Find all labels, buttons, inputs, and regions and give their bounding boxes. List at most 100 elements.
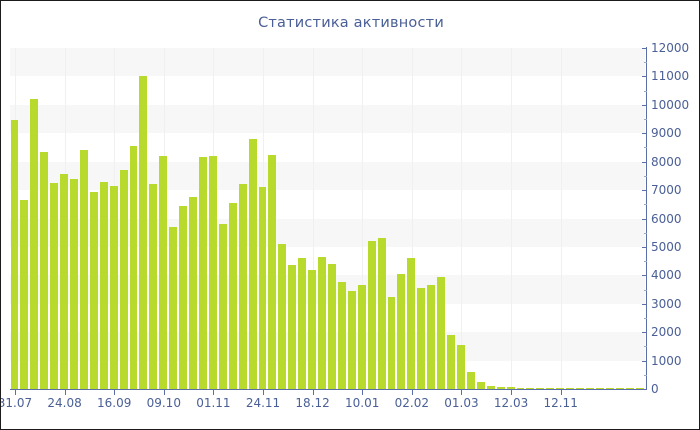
y-axis-tick <box>642 190 647 191</box>
x-axis-tick <box>511 390 512 395</box>
bar[interactable] <box>576 388 584 389</box>
grid-band <box>10 48 645 77</box>
bar[interactable] <box>407 258 416 389</box>
bar[interactable] <box>248 138 257 389</box>
bar[interactable] <box>208 155 217 389</box>
bar[interactable] <box>367 241 376 389</box>
bar[interactable] <box>99 181 108 389</box>
x-axis-tick <box>114 390 115 395</box>
bar-series-layer <box>10 48 645 389</box>
bar[interactable] <box>595 388 604 389</box>
bar[interactable] <box>268 154 277 389</box>
y-axis-tick-label: 10000 <box>651 98 690 112</box>
bar[interactable] <box>228 202 237 389</box>
bar[interactable] <box>625 388 634 389</box>
bar[interactable] <box>139 76 148 389</box>
y-axis-tick <box>642 48 647 49</box>
bar[interactable] <box>159 155 168 389</box>
bar[interactable] <box>318 256 326 389</box>
bar[interactable] <box>328 263 336 389</box>
y-axis-tick-label: 4000 <box>651 268 682 282</box>
bar[interactable] <box>149 184 158 389</box>
bar[interactable] <box>258 187 267 389</box>
y-axis-tick <box>642 275 647 276</box>
bar[interactable] <box>109 185 118 389</box>
bar[interactable] <box>70 178 78 389</box>
vertical-gridline <box>412 48 413 389</box>
bar[interactable] <box>30 99 39 389</box>
bar[interactable] <box>238 184 247 389</box>
y-axis-line <box>646 47 647 390</box>
vertical-gridline <box>461 48 462 389</box>
bar[interactable] <box>496 386 505 389</box>
bar[interactable] <box>566 388 575 389</box>
bar[interactable] <box>357 285 366 389</box>
bar[interactable] <box>585 388 594 389</box>
bar[interactable] <box>20 200 29 389</box>
bar[interactable] <box>437 276 446 389</box>
y-axis-minor-tick <box>644 91 647 92</box>
bar[interactable] <box>377 238 386 389</box>
y-axis-tick <box>642 304 647 305</box>
grid-band <box>10 104 645 134</box>
bar[interactable] <box>288 265 297 389</box>
x-axis-tick <box>65 390 66 395</box>
bar[interactable] <box>218 224 227 389</box>
bar[interactable] <box>337 282 346 389</box>
bar[interactable] <box>427 285 436 389</box>
bar[interactable] <box>516 387 525 389</box>
bar[interactable] <box>308 269 317 389</box>
bar[interactable] <box>347 290 356 389</box>
y-axis-tick <box>642 247 647 248</box>
bar[interactable] <box>635 388 644 389</box>
bar[interactable] <box>60 174 69 389</box>
bar[interactable] <box>278 244 287 389</box>
bar[interactable] <box>476 382 485 389</box>
bar[interactable] <box>397 273 406 389</box>
y-axis-tick-label: 5000 <box>651 240 682 254</box>
vertical-gridline <box>511 48 512 389</box>
bar[interactable] <box>605 388 614 389</box>
y-axis-minor-tick <box>644 346 647 347</box>
bar[interactable] <box>40 151 49 389</box>
bar[interactable] <box>506 387 515 389</box>
x-axis-tick-label: 02.02 <box>394 396 429 410</box>
bar[interactable] <box>546 388 555 389</box>
grid-band <box>10 161 645 191</box>
x-axis-line <box>10 389 646 390</box>
bar[interactable] <box>526 387 535 389</box>
bar[interactable] <box>179 205 188 389</box>
bar[interactable] <box>417 288 426 389</box>
bar[interactable] <box>486 385 495 389</box>
y-axis-tick-label: 3000 <box>651 297 682 311</box>
y-axis-tick-label: 6000 <box>651 212 682 226</box>
bar[interactable] <box>298 258 307 389</box>
x-axis-tick <box>561 390 562 395</box>
bar[interactable] <box>119 170 128 389</box>
bar[interactable] <box>129 146 138 389</box>
y-axis-tick <box>642 361 647 362</box>
bar[interactable] <box>536 387 545 389</box>
y-axis-tick-label: 8000 <box>651 155 682 169</box>
bar[interactable] <box>466 371 475 389</box>
bar[interactable] <box>387 296 396 389</box>
bar[interactable] <box>50 182 59 389</box>
x-axis-tick-label: 31.07 <box>0 396 33 410</box>
bar[interactable] <box>189 197 198 389</box>
bar[interactable] <box>199 157 207 389</box>
y-axis-minor-tick <box>644 176 647 177</box>
y-axis-tick <box>642 105 647 106</box>
bar[interactable] <box>10 120 19 389</box>
bar[interactable] <box>79 150 88 389</box>
bar[interactable] <box>615 388 624 389</box>
bar[interactable] <box>89 191 98 389</box>
bar[interactable] <box>169 227 178 389</box>
x-axis-tick-label: 12.03 <box>493 396 529 410</box>
x-axis-tick <box>461 390 462 395</box>
bar[interactable] <box>456 344 465 389</box>
bar[interactable] <box>447 335 455 389</box>
y-axis-tick-label: 9000 <box>651 126 682 140</box>
x-axis-tick <box>263 390 264 395</box>
bar[interactable] <box>556 388 565 389</box>
